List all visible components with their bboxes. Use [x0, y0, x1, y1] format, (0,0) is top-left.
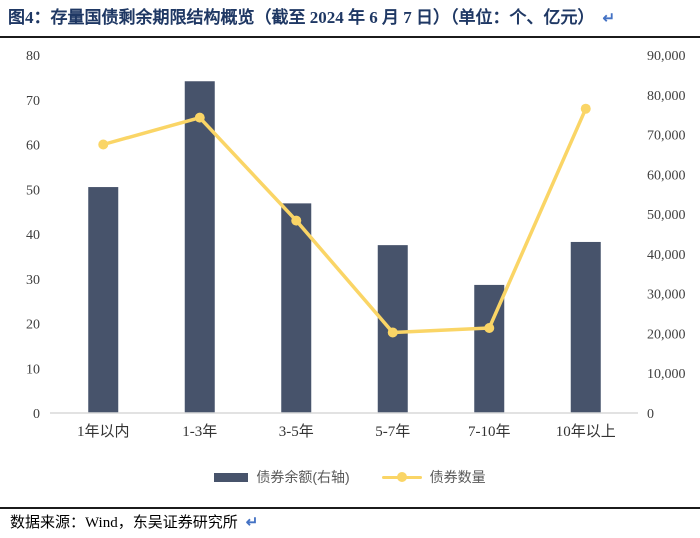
bar-10年以上 [570, 241, 601, 413]
marker-10年以上 [580, 103, 591, 114]
chart: 0 10 20 30 40 50 60 70 80 0 10,000 20,000 30,000 40,0… [0, 40, 700, 460]
right-axis-tick: 10,000 [647, 367, 686, 382]
line-swatch-marker [396, 472, 407, 482]
left-axis-tick: 70 [26, 94, 40, 109]
bar-3-5年 [281, 203, 312, 413]
right-axis-tick: 40,000 [647, 248, 686, 263]
return-anchor-icon[interactable]: ↵ [602, 11, 616, 27]
left-axis-tick: 30 [26, 273, 40, 288]
legend-label: 债券余额(右轴) [256, 469, 350, 485]
x-axis-category: 1-3年 [182, 423, 217, 440]
line-swatch-icon [381, 472, 422, 482]
legend-item-bond-count: 债券数量 [381, 467, 486, 487]
right-axis-tick: 90,000 [647, 49, 686, 64]
x-axis-category: 10年以上 [556, 423, 616, 440]
left-axis-tick: 80 [26, 49, 40, 64]
marker-3-5年 [291, 215, 302, 226]
combo-chart-svg: 0 10 20 30 40 50 60 70 80 0 10,000 20,000 30,000 40,0… [26, 49, 686, 440]
figure-title: 图4：存量国债剩余期限结构概览（截至 2024 年 6 月 7 日）（单位：个、… [8, 6, 696, 31]
marker-1年以内 [98, 139, 109, 150]
bar-swatch-icon [214, 472, 249, 482]
left-axis-tick: 50 [26, 183, 40, 198]
right-axis-tick: 50,000 [647, 208, 686, 223]
right-axis-tick: 30,000 [647, 288, 686, 303]
legend-item-bond-balance: 债券余额(右轴) [214, 467, 350, 487]
right-axis-tick: 20,000 [647, 327, 686, 342]
bar-1-3年 [184, 81, 215, 414]
line-bond-count [101, 106, 588, 335]
data-source-text: 数据来源：Wind，东吴证券研究所 [10, 515, 238, 531]
bar-1年以内 [88, 187, 119, 413]
figure-title-text: 图4：存量国债剩余期限结构概览（截至 2024 年 6 月 7 日）（单位：个、… [8, 8, 595, 27]
legend-label: 债券数量 [429, 469, 486, 485]
left-axis-tick: 10 [26, 362, 40, 377]
footer-divider [0, 507, 700, 509]
right-axis-tick: 60,000 [647, 168, 686, 183]
x-axis-category: 5-7年 [375, 423, 410, 440]
marker-5-7年 [387, 327, 398, 338]
left-axis-tick: 40 [26, 228, 40, 243]
marker-1-3年 [194, 112, 205, 123]
marker-7-10年 [484, 322, 495, 333]
chart-legend: 债券余额(右轴) 债券数量 [0, 467, 700, 487]
right-axis-tick: 80,000 [647, 89, 686, 104]
left-axis-tick: 0 [33, 407, 40, 422]
x-axis-category: 3-5年 [279, 423, 314, 440]
left-axis-tick: 60 [26, 139, 40, 154]
right-axis-tick: 0 [647, 407, 654, 422]
title-divider [0, 36, 700, 38]
right-axis-tick: 70,000 [647, 129, 686, 144]
x-axis-category: 7-10年 [468, 423, 511, 440]
x-axis-category: 1年以内 [77, 423, 130, 440]
data-source: 数据来源：Wind，东吴证券研究所 ↵ [10, 511, 258, 532]
return-anchor-icon[interactable]: ↵ [245, 515, 259, 531]
left-axis-tick: 20 [26, 318, 40, 333]
